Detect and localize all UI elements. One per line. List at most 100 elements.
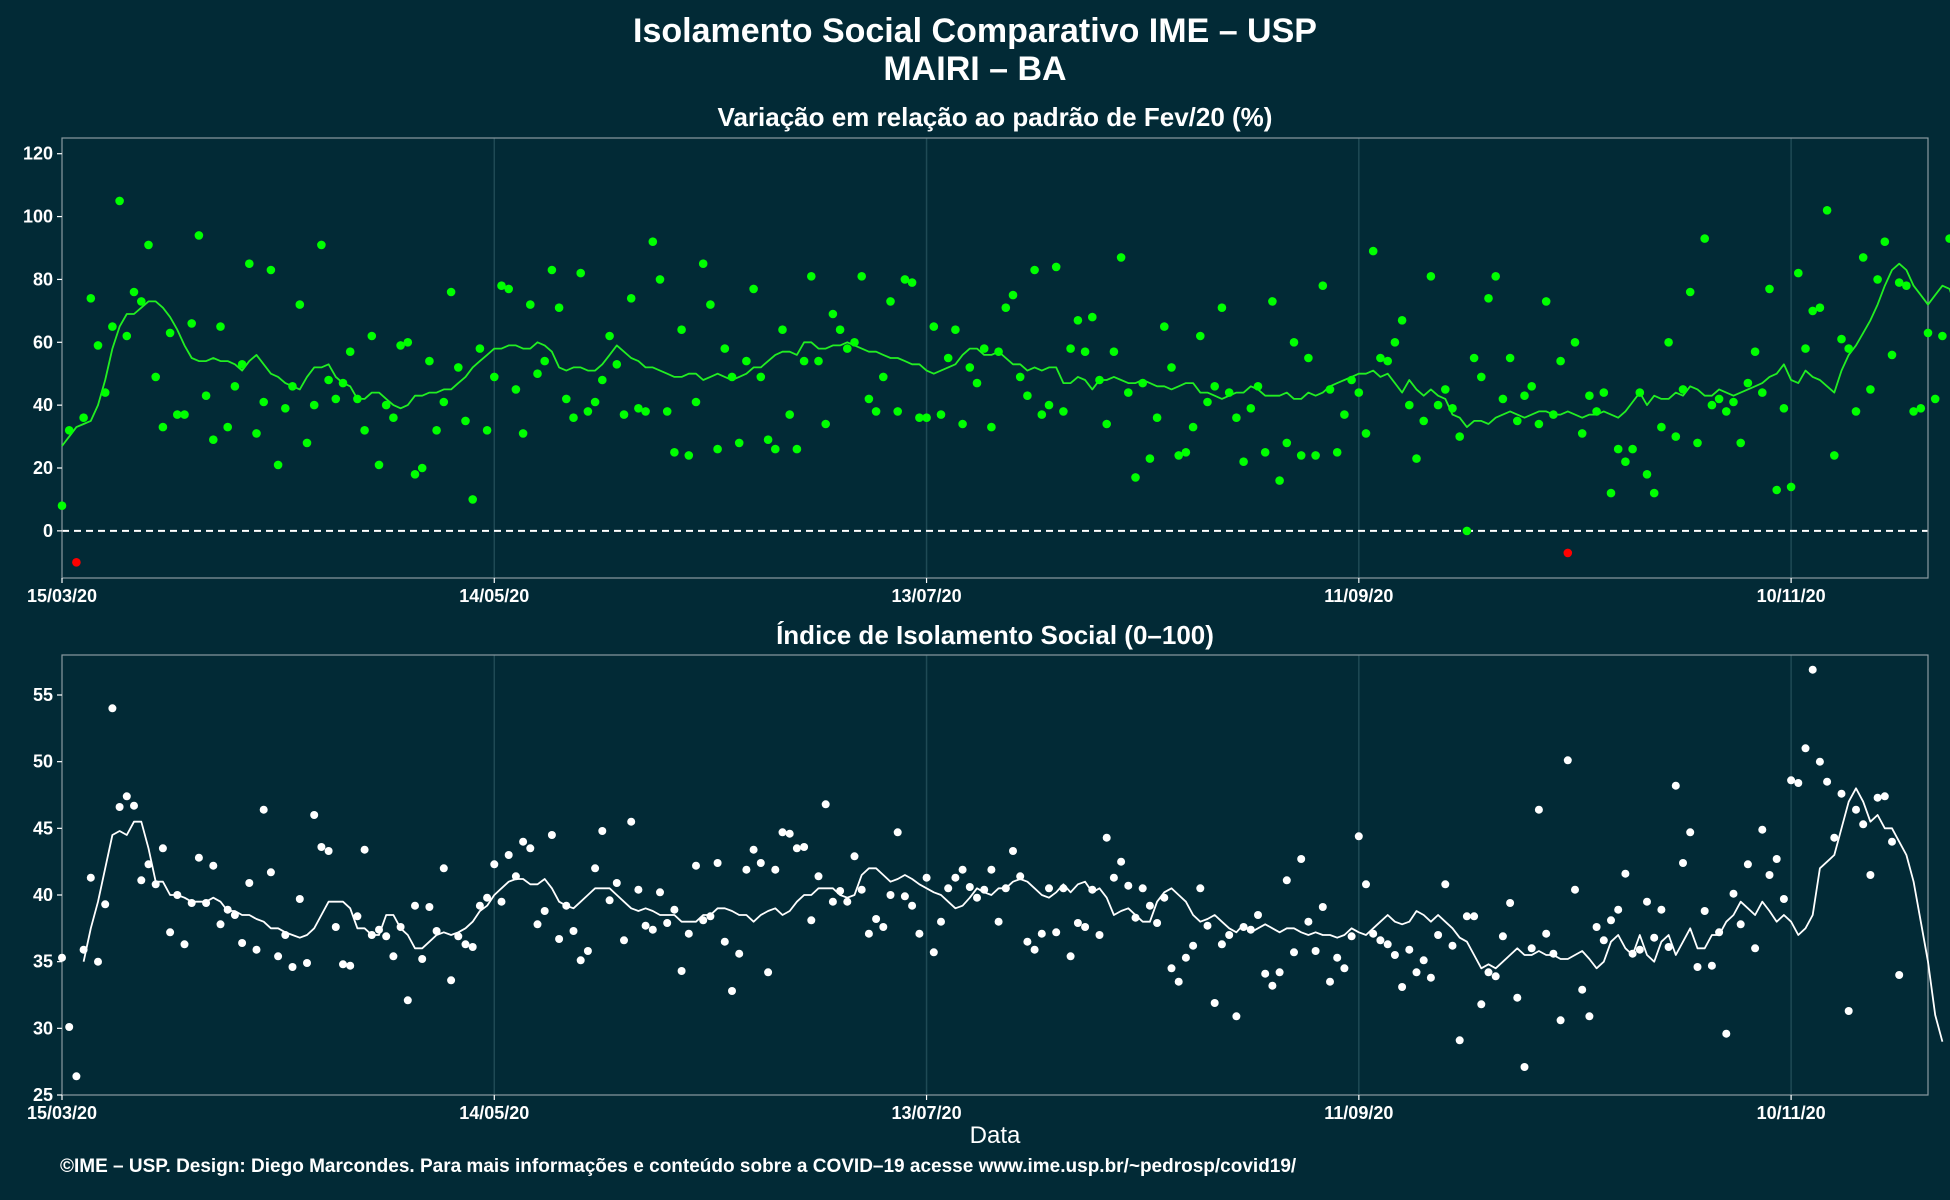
index-data-point [583, 947, 592, 955]
index-data-point [1239, 923, 1248, 931]
index-data-point [1679, 859, 1687, 867]
index-data-point [764, 968, 773, 977]
variation-data-point [1779, 404, 1789, 413]
variation-data-point [828, 309, 838, 319]
index-data-point [367, 931, 376, 939]
index-data-point [1808, 665, 1817, 674]
variation-data-point [756, 372, 766, 382]
index-data-point [1455, 1036, 1464, 1045]
variation-data-point [612, 360, 622, 369]
index-data-point [252, 945, 261, 954]
index-data-point [1412, 968, 1421, 977]
index-data-point [1729, 889, 1738, 898]
index-data-point [994, 917, 1003, 926]
index-data-point [396, 923, 405, 931]
variation-xtick-label: 13/07/20 [892, 586, 962, 606]
index-data-point [339, 960, 347, 969]
index-data-point [749, 845, 758, 854]
index-data-point [1801, 744, 1810, 753]
variation-data-point [266, 265, 276, 275]
index-data-point [1765, 871, 1774, 879]
variation-data-point [461, 416, 470, 426]
variation-ytick-label: 100 [23, 207, 53, 227]
variation-data-point [734, 438, 744, 448]
variation-data-point [1116, 253, 1126, 262]
index-data-point [728, 987, 736, 995]
variation-data-point [1678, 385, 1688, 394]
variation-data-point [670, 448, 679, 457]
variation-data-point [742, 356, 751, 366]
variation-data-point [972, 378, 982, 388]
variation-data-point [1232, 413, 1241, 423]
index-data-point [1563, 756, 1572, 765]
variation-data-point [1080, 347, 1090, 357]
variation-data-point [1563, 548, 1573, 558]
index-data-point [872, 915, 881, 923]
index-data-point [1715, 928, 1724, 937]
variation-data-point [64, 426, 74, 435]
index-ytick-label: 25 [33, 1085, 53, 1105]
index-data-point [475, 901, 484, 910]
variation-data-point [1397, 316, 1407, 325]
index-data-point [792, 844, 801, 853]
variation-data-point [72, 558, 81, 567]
index-data-point [1354, 832, 1363, 841]
index-data-point [1016, 872, 1025, 881]
variation-data-point [1938, 331, 1947, 341]
index-data-point [1520, 1063, 1529, 1071]
index-data-point [1534, 805, 1543, 814]
variation-ytick-label: 60 [33, 332, 53, 352]
variation-data-point [511, 385, 521, 394]
index-data-point [1297, 855, 1306, 863]
index-data-point [684, 929, 693, 938]
index-data-point [1743, 860, 1752, 869]
index-data-point [166, 928, 175, 937]
index-data-point [1340, 964, 1349, 973]
variation-data-point [727, 372, 737, 382]
variation-data-point [1311, 451, 1320, 460]
variation-data-point [1152, 413, 1162, 423]
variation-data-point [1520, 391, 1529, 401]
index-data-point [360, 845, 369, 854]
index-data-point [468, 943, 477, 951]
index-data-point [828, 897, 837, 906]
index-data-point [1434, 931, 1443, 939]
index-data-point [1513, 993, 1522, 1002]
index-data-point [821, 800, 830, 809]
index-data-point [223, 905, 232, 914]
variation-data-point [626, 294, 636, 303]
variation-data-point [979, 344, 989, 353]
index-data-point [1621, 869, 1630, 878]
index-data-point [418, 955, 427, 963]
index-xtick-label: 11/09/20 [1324, 1103, 1393, 1123]
variation-data-point [900, 275, 910, 284]
index-data-point [1102, 833, 1111, 842]
index-data-point [1527, 944, 1536, 953]
index-data-point [1203, 921, 1212, 930]
variation-data-point [1707, 400, 1717, 410]
variation-data-point [1513, 416, 1522, 426]
variation-data-point [843, 344, 852, 353]
variation-data-point [1145, 454, 1155, 463]
variation-data-point [590, 397, 600, 407]
index-data-point [65, 1023, 74, 1031]
variation-data-point [1066, 344, 1075, 353]
variation-data-point [1599, 388, 1609, 397]
variation-data-point [1296, 451, 1306, 460]
variation-data-point [562, 394, 571, 404]
index-data-point [1326, 977, 1334, 986]
variation-data-point [151, 372, 160, 382]
variation-data-point [720, 344, 730, 353]
variation-data-point [324, 375, 333, 385]
index-data-point [411, 901, 419, 910]
variation-data-point [1844, 344, 1853, 353]
index-data-point [958, 865, 967, 874]
index-data-point [1311, 947, 1320, 955]
variation-data-point [504, 284, 513, 294]
index-data-point [1707, 961, 1716, 970]
variation-data-point [1325, 385, 1335, 394]
index-data-point [1181, 953, 1190, 962]
index-data-point [900, 892, 909, 901]
variation-data-point [122, 331, 132, 341]
index-data-point [1441, 880, 1450, 889]
